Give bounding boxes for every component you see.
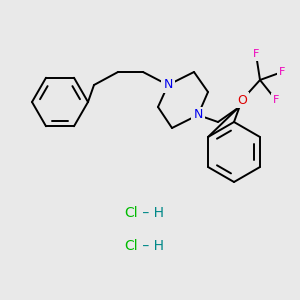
Text: F: F [253,49,259,59]
Text: N: N [163,79,173,92]
Text: F: F [273,95,279,105]
Text: – H: – H [138,239,164,253]
Text: Cl: Cl [124,206,138,220]
Text: O: O [237,94,247,106]
Text: Cl: Cl [124,239,138,253]
Text: F: F [279,67,285,77]
Text: – H: – H [138,206,164,220]
Text: N: N [193,109,203,122]
